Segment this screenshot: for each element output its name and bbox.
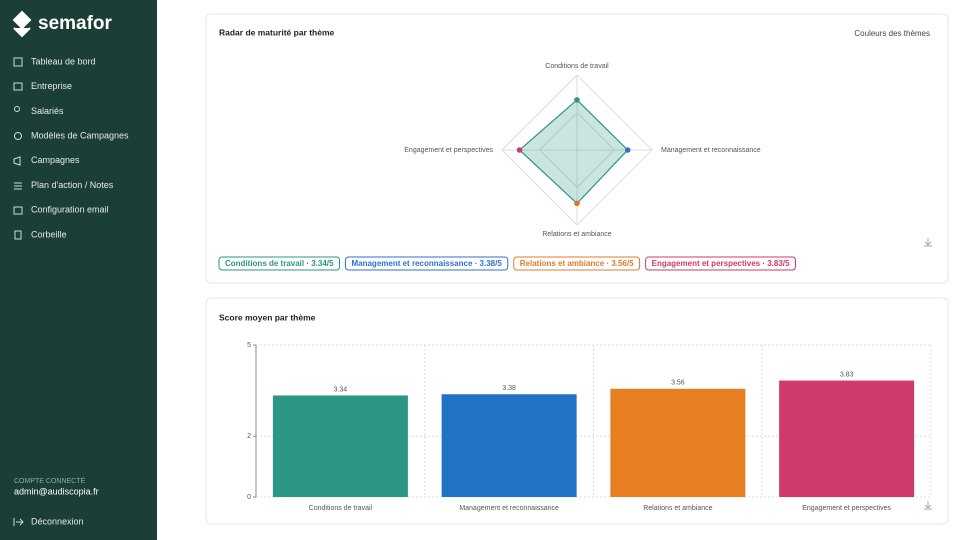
y-tick-label: 2 [247, 433, 251, 440]
radar-axis-label: Conditions de travail [545, 63, 609, 70]
nav-icon [13, 206, 23, 215]
x-tick-label: Engagement et perspectives [802, 505, 891, 512]
bar-value-label: 3.38 [502, 385, 516, 392]
logo [12, 10, 32, 38]
nav-icon [14, 132, 22, 140]
x-tick-label: Management et reconnaissance [459, 505, 559, 512]
radar-point [574, 97, 580, 103]
x-tick-label: Conditions de travail [309, 505, 373, 512]
legend-chip[interactable] [645, 256, 796, 271]
nav-item[interactable]: Salariés [31, 106, 64, 116]
nav-icon [14, 106, 20, 112]
nav-item[interactable]: Configuration email [31, 205, 109, 215]
bar-value-label: 3.34 [334, 386, 348, 393]
radar-axis-label: Management et reconnaissance [661, 147, 761, 154]
legend-chip-label: Conditions de travail · 3.34/5 [225, 259, 334, 268]
y-tick-label: 0 [247, 494, 251, 501]
radar-axis-label: Relations et ambiance [542, 231, 611, 238]
download-icon[interactable] [924, 501, 932, 510]
nav-item[interactable]: Plan d'action / Notes [31, 180, 114, 190]
bar-value-label: 3.83 [840, 371, 854, 378]
radar-point [574, 200, 580, 207]
legend-chip-label: Management et reconnaissance · 3.38/5 [351, 259, 502, 268]
brand: semafor [38, 13, 113, 34]
account-label: COMPTE CONNECTÉ [14, 476, 86, 485]
nav-item[interactable]: Campagnes [31, 155, 80, 165]
bar [610, 388, 746, 497]
account-email: admin@audiscopia.fr [14, 486, 99, 496]
radar-point [516, 147, 523, 153]
legend-chip-label: Engagement et perspectives · 3.83/5 [652, 259, 790, 268]
nav-icon [13, 57, 23, 67]
card-title: Radar de maturité par thème [219, 27, 335, 37]
bar [441, 394, 577, 497]
nav-icon [14, 182, 22, 190]
nav-icon [14, 230, 22, 240]
legend-chip[interactable] [344, 256, 509, 271]
legend-chip-label: Relations et ambiance · 3.56/5 [520, 259, 634, 268]
bar [272, 395, 408, 497]
sidebar [0, 0, 157, 540]
nav-item[interactable]: Modèles de Campagnes [31, 130, 129, 140]
logout-icon [13, 518, 24, 526]
y-tick-label: 5 [247, 342, 251, 349]
nav-item[interactable]: Entreprise [31, 81, 72, 91]
radar-axis-label: Engagement et perspectives [404, 147, 493, 154]
download-icon[interactable] [924, 238, 932, 247]
legend-chip[interactable] [218, 256, 340, 271]
radar-point [624, 147, 631, 153]
bar-value-label: 3.56 [671, 380, 685, 387]
legend-chip[interactable] [513, 256, 641, 271]
nav-icon [13, 156, 21, 166]
nav-icon [13, 82, 23, 91]
nav-item[interactable]: Tableau de bord [31, 56, 96, 66]
logout[interactable]: Déconnexion [31, 516, 84, 526]
x-tick-label: Relations et ambiance [643, 505, 712, 512]
card-title: Score moyen par thème [219, 312, 316, 322]
nav-item[interactable]: Corbeille [31, 229, 67, 239]
card-link[interactable]: Couleurs des thèmes [854, 29, 930, 38]
bar [779, 380, 915, 497]
